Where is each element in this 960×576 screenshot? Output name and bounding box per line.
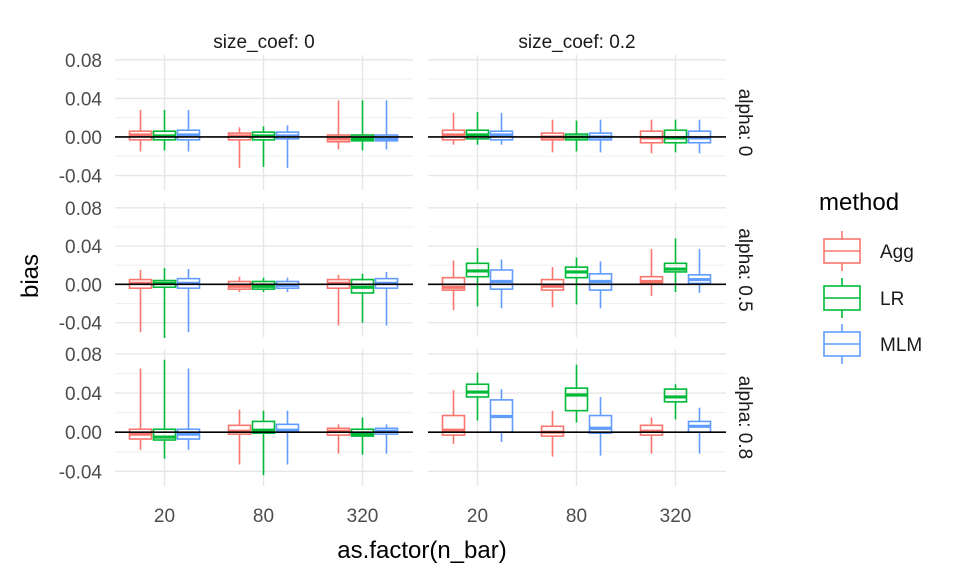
boxplot-mlm <box>588 396 613 456</box>
y-axis-ticks: -0.04 0.00 0.04 0.08 -0.04 0.00 0.04 0.08 -0.04 0… <box>59 51 103 484</box>
y-tick-label: -0.04 <box>59 167 103 188</box>
legend-label-lr: LR <box>880 289 904 310</box>
boxplot-mlm <box>588 119 613 153</box>
boxplot-mlm <box>176 109 201 152</box>
boxplot-mlm <box>275 410 300 465</box>
facet-col-label: size_coef: 0 <box>213 32 314 53</box>
boxplot-mlm <box>176 368 201 450</box>
legend-key-lr: LR <box>823 278 904 318</box>
boxplot-agg <box>441 390 466 444</box>
y-tick-label: 0.00 <box>65 423 102 444</box>
facet-strips: size_coef: 0 size_coef: 0.2 alpha: 0 alpha:… <box>213 32 755 459</box>
x-axis-ticks: 20 80 320 20 80 320 <box>154 506 691 527</box>
legend-title: method <box>819 189 899 216</box>
y-axis-title: bias <box>17 254 44 298</box>
boxplot-agg <box>128 109 153 152</box>
y-tick-label: 0.04 <box>65 237 102 258</box>
boxplot-lr <box>465 247 490 307</box>
boxplot-mlm <box>374 100 399 150</box>
facet-row-label: alpha: 0.5 <box>734 228 755 311</box>
box-iqr <box>564 387 589 412</box>
legend-key-agg: Agg <box>823 231 914 271</box>
boxplot-agg <box>326 274 351 326</box>
boxplot-agg <box>227 127 252 168</box>
boxplot-lr <box>251 277 276 293</box>
boxplot-lr <box>663 384 688 420</box>
boxplot-mlm <box>176 269 201 333</box>
boxplot-mlm <box>489 259 514 309</box>
boxplot-lr <box>350 417 375 455</box>
facet-col-label: size_coef: 0.2 <box>518 32 635 53</box>
legend-keys: Agg LR MLM <box>823 231 922 364</box>
boxplot-lr <box>152 359 177 459</box>
legend-key-mlm: MLM <box>823 324 922 364</box>
boxplot-lr <box>663 238 688 293</box>
boxplot-lr <box>564 257 589 305</box>
boxplot-mlm <box>374 424 399 454</box>
facet-row-label: alpha: 0 <box>734 89 755 157</box>
boxplot-mlm <box>489 112 514 145</box>
boxplot-agg <box>540 410 565 457</box>
facet-row-label: alpha: 0.8 <box>734 376 755 459</box>
y-tick-label: 0.08 <box>65 51 102 72</box>
boxplot-agg <box>227 276 252 293</box>
y-tick-label: -0.04 <box>59 462 103 483</box>
box-iqr <box>152 428 177 441</box>
boxplot-mlm <box>687 248 712 293</box>
boxplot-agg <box>639 248 664 296</box>
boxplot-lr <box>564 364 589 423</box>
boxplot-agg <box>540 119 565 153</box>
boxplot-mlm <box>687 119 712 154</box>
box-iqr <box>588 414 613 434</box>
box-iqr <box>441 414 466 436</box>
boxplot-mlm <box>687 407 712 454</box>
boxplot-agg <box>540 267 565 308</box>
boxplot-agg <box>128 368 153 450</box>
y-tick-label: 0.00 <box>65 128 102 149</box>
boxplot-mlm <box>489 389 514 442</box>
boxplot-lr <box>251 126 276 167</box>
x-tick-label: 320 <box>347 506 379 527</box>
boxplot-lr <box>251 410 276 476</box>
x-tick-label: 80 <box>566 506 587 527</box>
y-tick-label: 0.08 <box>65 345 102 366</box>
boxplot-lr <box>465 372 490 421</box>
x-tick-label: 20 <box>154 506 175 527</box>
boxplot-lr <box>152 109 177 151</box>
boxplot-mlm <box>588 261 613 309</box>
x-tick-label: 80 <box>253 506 274 527</box>
boxplot-mlm <box>275 125 300 168</box>
box-marks <box>115 100 726 476</box>
boxplot-lr <box>350 273 375 323</box>
boxplot-lr <box>564 120 589 152</box>
boxplot-mlm <box>374 271 399 326</box>
y-tick-label: 0.04 <box>65 89 102 110</box>
y-tick-label: -0.04 <box>59 314 103 335</box>
grid-layer <box>115 55 726 486</box>
legend-label-agg: Agg <box>880 242 914 263</box>
boxplot-agg <box>326 100 351 150</box>
x-tick-label: 320 <box>660 506 692 527</box>
boxplot-agg <box>326 424 351 454</box>
boxplot-lr <box>350 100 375 151</box>
boxplot-agg <box>639 417 664 454</box>
x-axis-title: as.factor(n_bar) <box>337 537 506 564</box>
legend: method Agg LR MLM <box>819 189 922 364</box>
boxplot-agg <box>441 112 466 145</box>
x-tick-label: 20 <box>467 506 488 527</box>
boxplot-lr <box>465 111 490 145</box>
legend-label-mlm: MLM <box>880 335 922 356</box>
y-tick-label: 0.00 <box>65 275 102 296</box>
boxplot-agg <box>441 260 466 311</box>
boxplot-agg <box>227 409 252 465</box>
box-iqr <box>251 420 276 434</box>
y-tick-label: 0.08 <box>65 199 102 220</box>
y-tick-label: 0.04 <box>65 384 102 405</box>
box-iqr <box>489 269 514 290</box>
